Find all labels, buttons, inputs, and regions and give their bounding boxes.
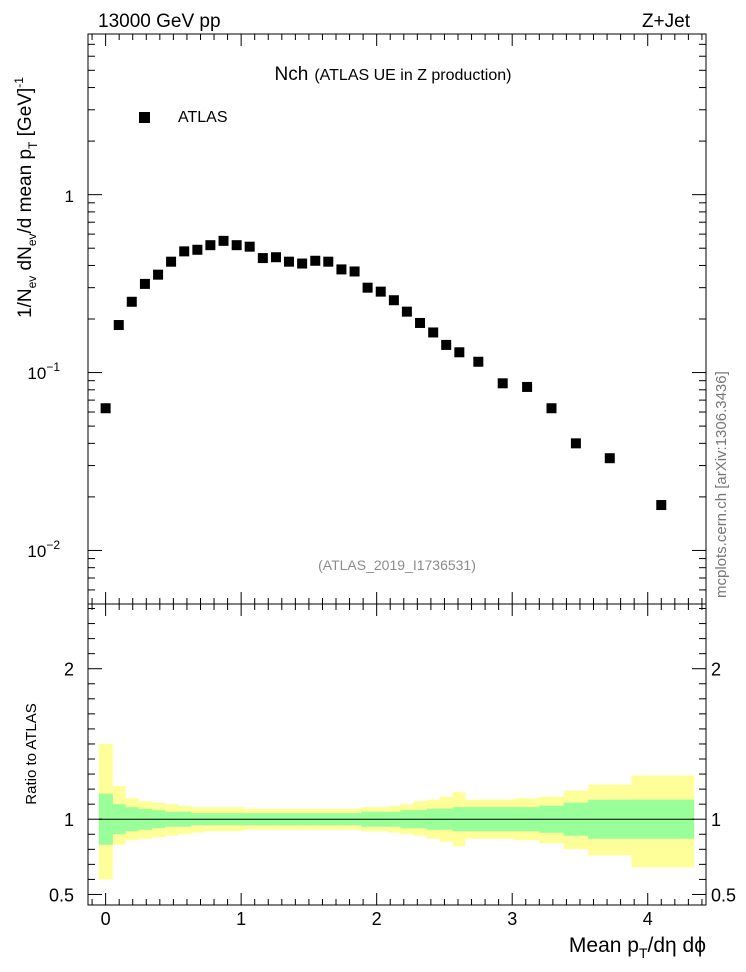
data-point — [522, 381, 533, 392]
process-label: Z+Jet — [642, 11, 691, 32]
main-title-name: Nch — [275, 64, 309, 85]
ytick-0.1-exp: −1 — [46, 360, 60, 374]
data-point — [244, 241, 255, 252]
xlabel-b: T — [639, 945, 648, 961]
ratio-ytick-label-left: 2 — [64, 660, 74, 680]
data-point — [126, 296, 137, 307]
ytick-label-0.01: 10−2 — [27, 538, 60, 561]
data-point — [166, 256, 177, 267]
legend-label: ATLAS — [178, 109, 228, 126]
analysis-label: (ATLAS_2019_I1736531) — [318, 557, 476, 573]
legend-marker — [139, 112, 150, 123]
xlabel-c: /dη dϕ — [648, 934, 706, 957]
ytick-0.01-base: 10 — [27, 542, 46, 561]
energy-label: 13000 GeV pp — [98, 11, 221, 32]
ytick-label-1: 1 — [65, 187, 74, 206]
data-point — [113, 320, 124, 331]
data-point — [362, 282, 373, 293]
xtick-label: 3 — [507, 909, 517, 929]
data-point — [401, 306, 412, 317]
data-point — [656, 500, 667, 511]
ratio-ytick-label-right: 0.5 — [711, 885, 736, 905]
ylabel-d: ev — [25, 233, 39, 246]
xlabel: Mean pT/dη dϕ — [569, 934, 706, 961]
xtick-label: 1 — [236, 909, 246, 929]
data-point — [283, 256, 294, 267]
data-point — [139, 278, 150, 289]
ylabel-a: 1/N — [15, 288, 36, 318]
data-point — [205, 240, 216, 251]
ratio-ytick-label-left: 0.5 — [49, 885, 74, 905]
data-point — [375, 286, 386, 297]
xtick-label: 0 — [101, 909, 111, 929]
xtick-label: 2 — [372, 909, 382, 929]
ylabel-g: [GeV] — [15, 88, 36, 142]
ratio-ytick-label-left: 1 — [64, 810, 74, 830]
ylabel-h: -1 — [12, 77, 26, 88]
axis-ticks — [88, 33, 706, 905]
ylabel-c: dN — [15, 246, 36, 276]
data-point — [415, 317, 426, 328]
data-point — [570, 438, 581, 449]
main-title: Nch (ATLAS UE in Z production) — [275, 64, 512, 85]
data-point — [441, 339, 452, 350]
data-point — [546, 403, 557, 414]
data-point — [454, 347, 465, 358]
data-point — [257, 253, 268, 264]
main-title-sub: (ATLAS UE in Z production) — [314, 67, 511, 84]
ylabel-f: T — [26, 141, 40, 149]
ytick-0.01-exp: −2 — [46, 538, 60, 552]
watermark-label: mcplots.cern.ch [arXiv:1306.3436] — [713, 371, 730, 598]
data-point — [297, 258, 308, 269]
ratio-ytick-label-right: 2 — [711, 660, 721, 680]
ytick-0.1-base: 10 — [27, 364, 46, 383]
xlabel-a: Mean p — [569, 934, 639, 957]
ratio-ytick-label-right: 1 — [711, 810, 721, 830]
ratio-ytick-labels: 0.5 0.5 1 1 2 2 — [49, 660, 736, 906]
data-points — [100, 235, 667, 511]
data-point — [336, 264, 347, 275]
data-point — [604, 453, 615, 464]
ratio-bands — [98, 743, 695, 880]
data-point — [473, 356, 484, 367]
ratio-panel-frame — [87, 603, 707, 906]
data-point — [218, 235, 229, 246]
data-point — [270, 252, 281, 263]
main-ylabel: 1/Nev dNev/d mean pT [GeV]-1 — [12, 77, 40, 318]
data-point — [153, 269, 164, 280]
data-point — [179, 246, 190, 257]
ytick-label-0.1: 10−1 — [27, 360, 60, 383]
data-point — [231, 240, 242, 251]
ylabel-e: /d mean p — [15, 149, 36, 234]
data-point — [310, 255, 321, 266]
data-point — [497, 378, 508, 389]
data-point — [323, 256, 334, 267]
ylabel-b: ev — [25, 276, 39, 289]
data-point — [349, 266, 360, 277]
xtick-labels: 0 1 2 3 4 — [101, 909, 653, 929]
data-point — [388, 295, 399, 306]
xtick-label: 4 — [643, 909, 653, 929]
data-point — [100, 403, 111, 414]
data-point — [192, 244, 203, 255]
data-point — [428, 327, 439, 338]
ratio-ylabel: Ratio to ATLAS — [23, 703, 40, 804]
